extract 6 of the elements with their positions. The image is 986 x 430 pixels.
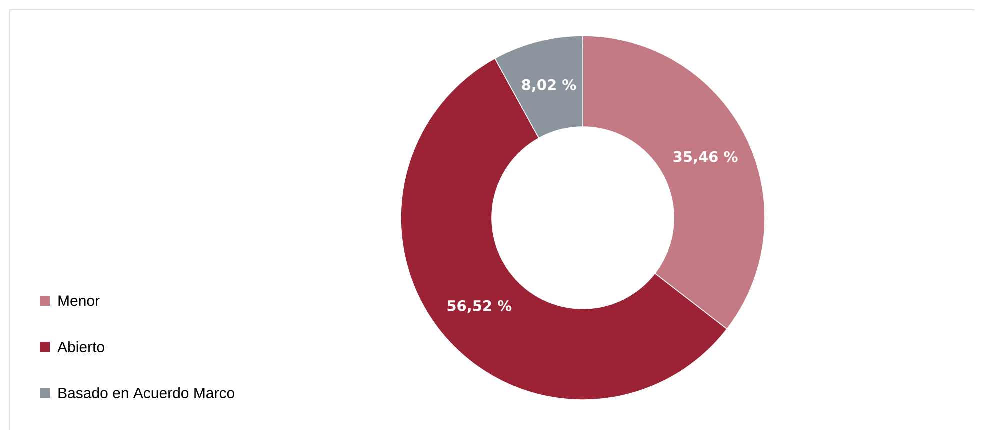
data-label: 8,02 % xyxy=(522,79,576,92)
data-label: 35,46 % xyxy=(674,151,738,164)
legend-label: Abierto xyxy=(58,341,104,352)
legend-label: Basado en Acuerdo Marco xyxy=(58,387,234,398)
data-label: 56,52 % xyxy=(448,300,512,314)
legend-label: Menor xyxy=(58,296,100,306)
